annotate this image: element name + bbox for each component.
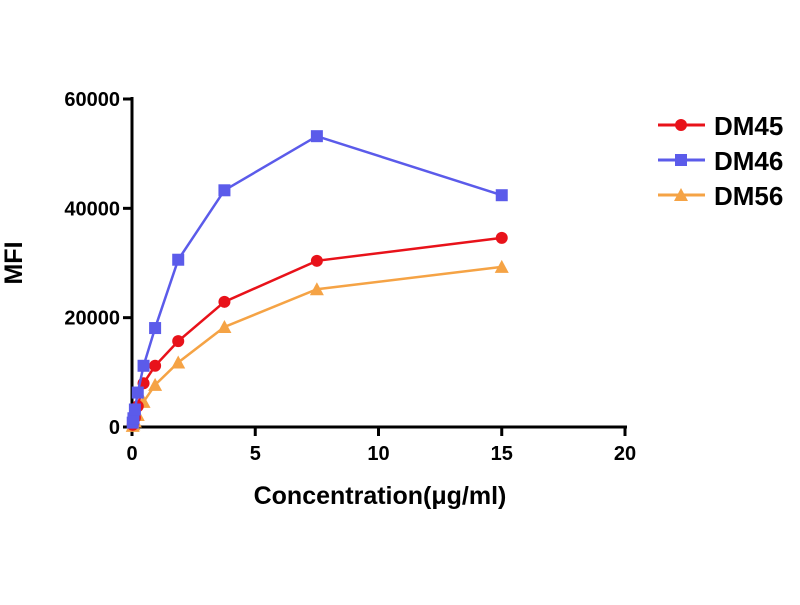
legend-label: DM46 bbox=[714, 146, 783, 176]
data-point-triangle bbox=[674, 188, 688, 201]
x-tick-label: 0 bbox=[126, 443, 137, 465]
legend-label: DM56 bbox=[714, 181, 783, 211]
data-point-triangle bbox=[148, 377, 163, 391]
x-tick-label: 5 bbox=[250, 443, 261, 465]
data-point-square bbox=[128, 403, 141, 416]
data-point-square bbox=[127, 412, 140, 425]
data-point-triangle bbox=[309, 282, 324, 296]
y-axis-label: MFI bbox=[0, 241, 28, 284]
y-tick-label: 20000 bbox=[64, 308, 120, 330]
data-point-circle bbox=[495, 231, 508, 244]
data-point-square bbox=[310, 130, 323, 143]
data-point-circle bbox=[675, 119, 687, 131]
data-point-triangle bbox=[171, 355, 186, 369]
x-tick-label: 10 bbox=[367, 443, 389, 465]
data-point-circle bbox=[218, 295, 231, 308]
data-point-circle bbox=[149, 359, 162, 372]
data-point-square bbox=[218, 184, 231, 197]
x-axis-label: Concentration(μg/ml) bbox=[254, 482, 507, 510]
data-point-square bbox=[495, 189, 508, 202]
series-line-dm46 bbox=[131, 134, 503, 423]
data-point-square bbox=[131, 386, 144, 399]
y-tick-label: 0 bbox=[109, 417, 120, 439]
data-point-circle bbox=[172, 335, 185, 348]
legend-label: DM45 bbox=[714, 111, 783, 141]
y-tick-label: 40000 bbox=[64, 198, 120, 220]
x-tick-label: 20 bbox=[614, 443, 636, 465]
x-tick-label: 15 bbox=[491, 443, 513, 465]
data-point-triangle bbox=[494, 259, 509, 273]
data-point-square bbox=[149, 322, 162, 335]
data-point-circle bbox=[310, 254, 323, 267]
data-point-triangle bbox=[217, 319, 232, 333]
data-point-square bbox=[172, 253, 185, 266]
y-tick-label: 60000 bbox=[64, 89, 120, 111]
data-point-square bbox=[675, 154, 687, 166]
data-point-square bbox=[137, 359, 150, 372]
